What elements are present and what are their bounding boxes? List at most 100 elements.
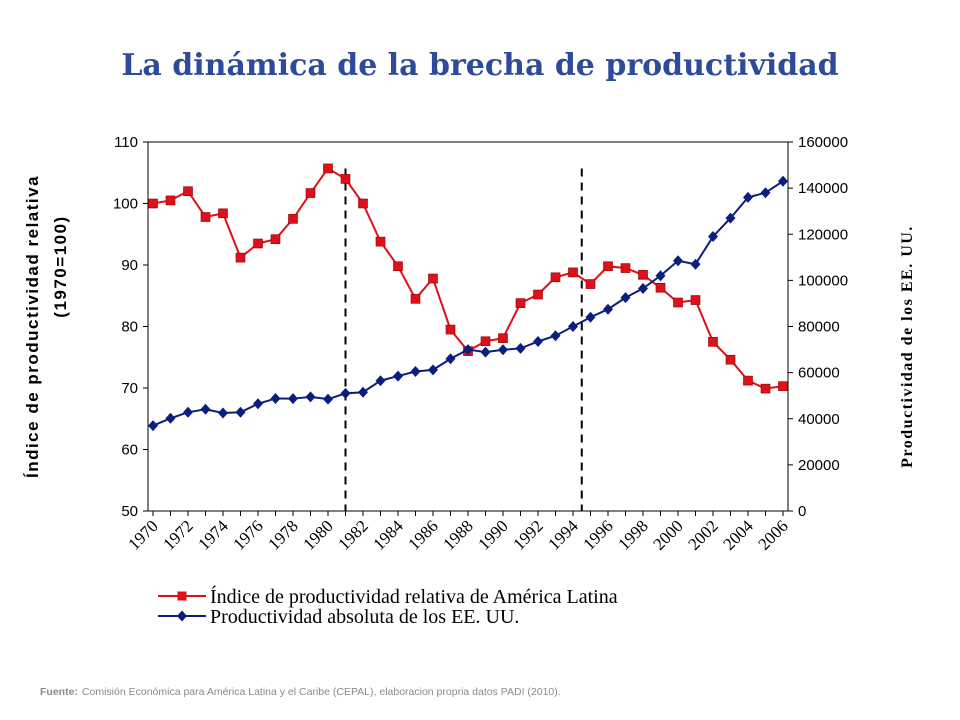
data-point-square: [375, 236, 386, 247]
data-point-square: [603, 261, 613, 272]
data-point-square: [428, 273, 438, 284]
y-left-tick-label: 100: [113, 196, 138, 213]
data-point-diamond: [515, 342, 526, 354]
y-right-tick-label: 40000: [798, 411, 840, 428]
data-point-square: [165, 195, 176, 206]
data-point-diamond: [270, 392, 281, 404]
x-tick-label: 1994: [544, 516, 582, 554]
x-tick-label: 2000: [649, 516, 686, 553]
data-point-square: [323, 163, 333, 174]
data-point-square: [445, 324, 456, 335]
data-point-square: [655, 282, 666, 293]
data-point-square: [200, 212, 211, 222]
data-point-square: [305, 188, 316, 198]
y-left-tick-label: 90: [121, 257, 138, 274]
legend-label: Productividad absoluta de los EE. UU.: [210, 606, 519, 628]
y-left-tick-label: 70: [121, 380, 138, 397]
data-point-square: [725, 354, 736, 365]
x-tick-label: 1978: [264, 516, 301, 553]
data-point-square: [550, 272, 561, 283]
data-point-square: [148, 198, 158, 209]
x-tick-label: 1998: [614, 516, 651, 553]
data-point-diamond: [375, 375, 386, 387]
y-left-tick-label: 80: [121, 319, 138, 336]
x-tick-label: 1980: [299, 516, 336, 553]
data-point-diamond: [358, 386, 368, 398]
series-line: [152, 180, 784, 427]
data-point-square: [183, 186, 193, 196]
data-point-diamond: [218, 407, 228, 419]
data-point-diamond: [708, 231, 718, 243]
x-tick-label: 1992: [509, 516, 546, 553]
y-right-tick-label: 80000: [798, 319, 840, 336]
y-right-tick-label: 140000: [798, 180, 848, 197]
data-point-diamond: [778, 175, 788, 187]
data-point-square: [253, 238, 263, 249]
source-label: Fuente:: [40, 686, 78, 698]
data-point-diamond: [690, 258, 701, 270]
data-point-square: [690, 295, 701, 305]
data-point-diamond: [568, 321, 578, 332]
data-point-square: [358, 198, 368, 209]
slide-title: La dinámica de la brecha de productivida…: [121, 48, 839, 83]
data-point-square: [235, 252, 246, 263]
data-point-square: [638, 270, 648, 280]
y-left-tick-label: 110: [114, 134, 138, 151]
data-point-diamond: [445, 353, 456, 365]
y-right-tick-label: 20000: [798, 457, 840, 474]
data-point-square: [585, 279, 596, 289]
data-point-square: [620, 263, 631, 273]
y-right-axis-title: Productividad de los EE. UU.: [899, 225, 916, 468]
data-point-diamond: [305, 391, 316, 403]
data-point-diamond: [253, 398, 263, 410]
data-point-diamond: [410, 365, 421, 377]
y-right-tick-label: 0: [798, 503, 806, 520]
legend-marker-diamond: [177, 610, 187, 622]
data-point-diamond: [655, 270, 666, 282]
data-point-square: [270, 234, 281, 244]
data-point-square: [480, 336, 491, 347]
data-point-square: [708, 337, 718, 347]
y-left-tick-label: 60: [121, 442, 138, 459]
data-point-square: [673, 297, 683, 308]
x-tick-label: 1970: [124, 516, 161, 553]
x-tick-label: 1984: [369, 516, 407, 554]
data-point-square: [515, 298, 526, 308]
data-point-diamond: [165, 412, 176, 424]
data-point-diamond: [725, 212, 736, 224]
y-right-tick-label: 60000: [798, 365, 840, 382]
x-tick-label: 2006: [754, 516, 791, 553]
data-point-diamond: [743, 191, 753, 203]
y-left-tick-label: 50: [121, 503, 138, 520]
data-point-diamond: [393, 370, 403, 382]
data-point-square: [410, 294, 421, 304]
data-point-diamond: [480, 346, 491, 358]
data-point-diamond: [498, 344, 508, 356]
data-point-diamond: [183, 406, 193, 418]
data-point-diamond: [673, 255, 683, 267]
data-point-square: [393, 261, 403, 272]
data-point-diamond: [288, 393, 298, 405]
data-point-square: [568, 267, 578, 278]
data-point-square: [760, 383, 771, 394]
data-point-diamond: [428, 364, 438, 376]
x-tick-label: 1972: [159, 516, 196, 553]
data-point-diamond: [235, 406, 246, 418]
x-tick-label: 2002: [684, 516, 721, 553]
legend-label: Índice de productividad relativa de Amér…: [210, 585, 618, 608]
data-point-square: [778, 381, 788, 391]
data-point-square: [498, 333, 508, 343]
data-point-diamond: [550, 330, 561, 342]
data-point-diamond: [585, 311, 596, 323]
x-tick-label: 1986: [404, 516, 441, 553]
x-tick-label: 1982: [334, 516, 371, 553]
x-tick-label: 1976: [229, 516, 266, 553]
source-text: Comisión Económica para América Latina y…: [81, 686, 561, 698]
data-point-square: [218, 208, 228, 219]
y-left-axis-subtitle: (1970=100): [51, 215, 70, 317]
data-point-square: [288, 214, 298, 224]
data-point-square: [533, 289, 543, 300]
legend-marker-square: [177, 591, 187, 601]
x-tick-label: 1974: [194, 516, 232, 554]
